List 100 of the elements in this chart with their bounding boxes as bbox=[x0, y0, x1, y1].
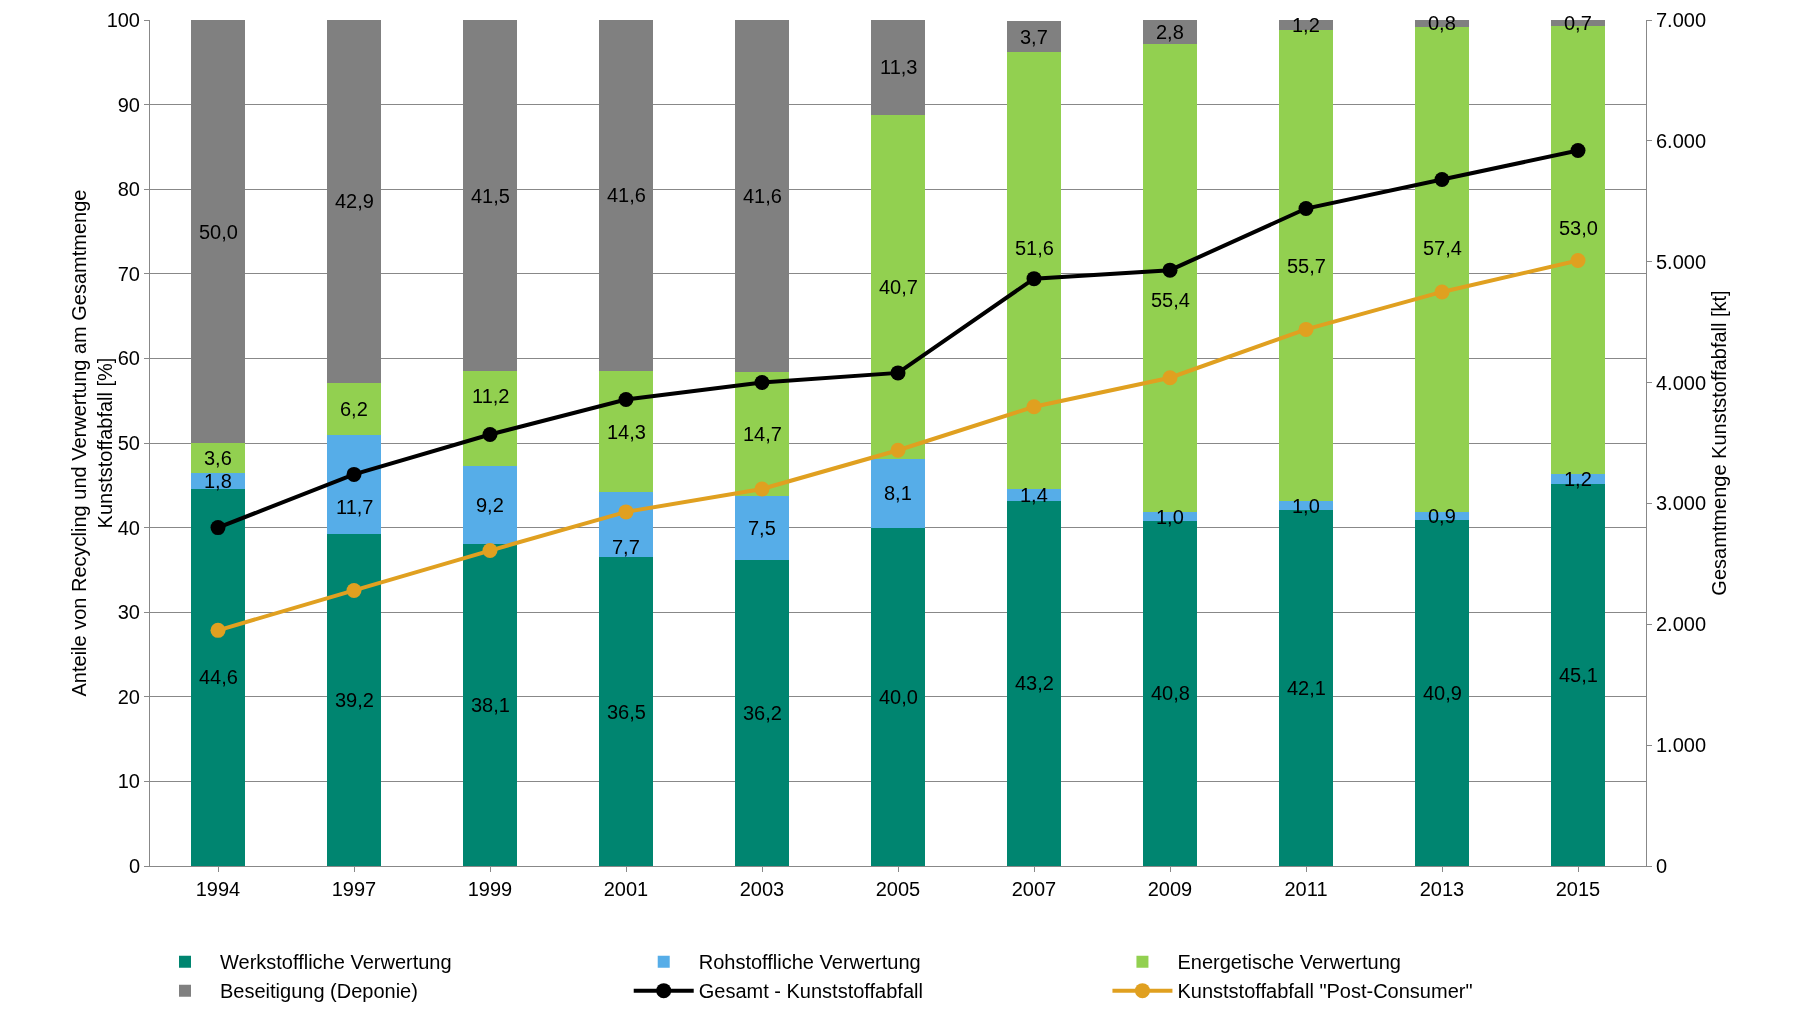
data-label: 45,1 bbox=[1559, 664, 1598, 686]
y-tick-label: 90 bbox=[117, 93, 140, 116]
data-label: 39,2 bbox=[335, 689, 374, 711]
y-tick-label: 70 bbox=[117, 262, 140, 285]
bar bbox=[870, 459, 926, 528]
bar bbox=[462, 371, 518, 466]
data-label: 8,1 bbox=[884, 482, 912, 504]
data-label: 42,9 bbox=[335, 190, 374, 212]
data-label: 36,2 bbox=[743, 702, 782, 724]
bar bbox=[870, 527, 926, 866]
x-tick-label: 1997 bbox=[331, 878, 377, 900]
point bbox=[890, 442, 906, 458]
y-tick-label: 0 bbox=[128, 855, 140, 877]
point bbox=[1434, 172, 1450, 188]
y2-tick-label: 1.000 bbox=[1656, 734, 1707, 757]
data-label: 53,0 bbox=[1559, 217, 1598, 239]
data-label: 1,8 bbox=[204, 470, 232, 492]
x-tick-label: 2005 bbox=[875, 878, 921, 900]
y-tick-label: 20 bbox=[117, 685, 140, 708]
x-tick-label: 2009 bbox=[1147, 878, 1193, 900]
point bbox=[1026, 271, 1042, 287]
data-label: 44,6 bbox=[199, 666, 238, 688]
bar bbox=[598, 371, 654, 493]
legend-label: Beseitigung (Deponie) bbox=[220, 980, 418, 1003]
data-label: 11,2 bbox=[472, 385, 510, 407]
data-label: 0,9 bbox=[1428, 505, 1456, 527]
data-label: 50,0 bbox=[199, 221, 238, 243]
data-label: 41,5 bbox=[471, 185, 510, 207]
point bbox=[346, 582, 362, 598]
data-label: 7,7 bbox=[612, 536, 640, 558]
y2-tick-label: 5.000 bbox=[1656, 250, 1707, 273]
point bbox=[1026, 399, 1042, 415]
data-label: 7,5 bbox=[748, 517, 776, 539]
bar bbox=[326, 435, 382, 535]
point bbox=[890, 365, 906, 381]
y2-tick-label: 7.000 bbox=[1656, 9, 1707, 31]
data-label: 40,7 bbox=[879, 276, 918, 298]
y2-tick-label: 0 bbox=[1656, 855, 1668, 877]
bar bbox=[734, 496, 790, 560]
data-label: 2,8 bbox=[1156, 21, 1184, 43]
y-tick-label: 100 bbox=[106, 9, 140, 31]
data-label: 40,8 bbox=[1151, 682, 1190, 704]
point bbox=[754, 481, 770, 497]
y2-tick-label: 3.000 bbox=[1656, 492, 1707, 515]
point bbox=[1162, 370, 1178, 386]
data-label: 3,6 bbox=[204, 447, 232, 469]
data-label: 41,6 bbox=[607, 184, 646, 206]
bar bbox=[326, 534, 382, 866]
point bbox=[210, 622, 226, 638]
y-tick-label: 40 bbox=[117, 516, 140, 539]
data-label: 14,3 bbox=[607, 421, 646, 443]
data-label: 9,2 bbox=[476, 494, 504, 516]
data-label: 1,0 bbox=[1156, 506, 1184, 528]
point bbox=[1570, 253, 1586, 268]
data-label: 57,4 bbox=[1423, 237, 1462, 259]
y2-axis-title: Gesamtmenge Kunststoffabfall [kt] bbox=[1708, 290, 1731, 596]
data-label: 3,7 bbox=[1020, 26, 1048, 48]
data-label: 38,1 bbox=[471, 694, 510, 716]
point bbox=[1162, 262, 1178, 278]
point bbox=[1298, 321, 1314, 337]
x-tick-label: 2011 bbox=[1284, 878, 1328, 900]
x-tick-label: 2015 bbox=[1555, 878, 1601, 900]
legend-label: Rohstoffliche Verwertung bbox=[698, 951, 921, 974]
bar bbox=[734, 559, 790, 866]
legend-label: Energetische Verwertung bbox=[1177, 951, 1401, 974]
data-label: 55,4 bbox=[1151, 289, 1190, 311]
point bbox=[210, 520, 226, 536]
y-tick-label: 80 bbox=[117, 178, 140, 201]
data-label: 1,2 bbox=[1564, 468, 1592, 490]
x-tick-label: 2007 bbox=[1011, 878, 1057, 900]
y2-tick-label: 6.000 bbox=[1656, 129, 1707, 152]
point bbox=[1570, 143, 1586, 159]
point bbox=[1434, 284, 1450, 300]
legend-label: Gesamt - Kunststoffabfall bbox=[698, 980, 923, 1003]
x-tick-label: 2003 bbox=[739, 878, 785, 900]
point bbox=[482, 543, 498, 559]
point bbox=[1298, 201, 1314, 217]
legend-label: Kunststoffabfall "Post-Consumer" bbox=[1177, 980, 1473, 1003]
x-tick-label: 2001 bbox=[603, 878, 649, 900]
y-tick-label: 50 bbox=[117, 432, 140, 454]
point bbox=[346, 466, 362, 482]
y2-tick-label: 4.000 bbox=[1656, 371, 1707, 394]
data-label: 42,1 bbox=[1287, 677, 1326, 699]
point bbox=[482, 427, 498, 443]
data-label: 11,7 bbox=[336, 496, 374, 518]
y-tick-label: 60 bbox=[117, 347, 140, 370]
x-tick-label: 2013 bbox=[1419, 878, 1465, 900]
bar bbox=[462, 543, 518, 866]
bar bbox=[598, 557, 654, 866]
y-tick-label: 10 bbox=[117, 770, 140, 793]
y2-tick-label: 2.000 bbox=[1656, 613, 1707, 636]
data-label: 1,0 bbox=[1292, 495, 1320, 517]
y-tick-label: 30 bbox=[117, 601, 140, 624]
point bbox=[618, 391, 634, 407]
bar bbox=[598, 492, 654, 558]
bar bbox=[870, 114, 926, 460]
data-label: 51,6 bbox=[1015, 237, 1054, 259]
data-label: 55,7 bbox=[1287, 255, 1326, 277]
point bbox=[754, 375, 770, 391]
point bbox=[618, 504, 634, 520]
